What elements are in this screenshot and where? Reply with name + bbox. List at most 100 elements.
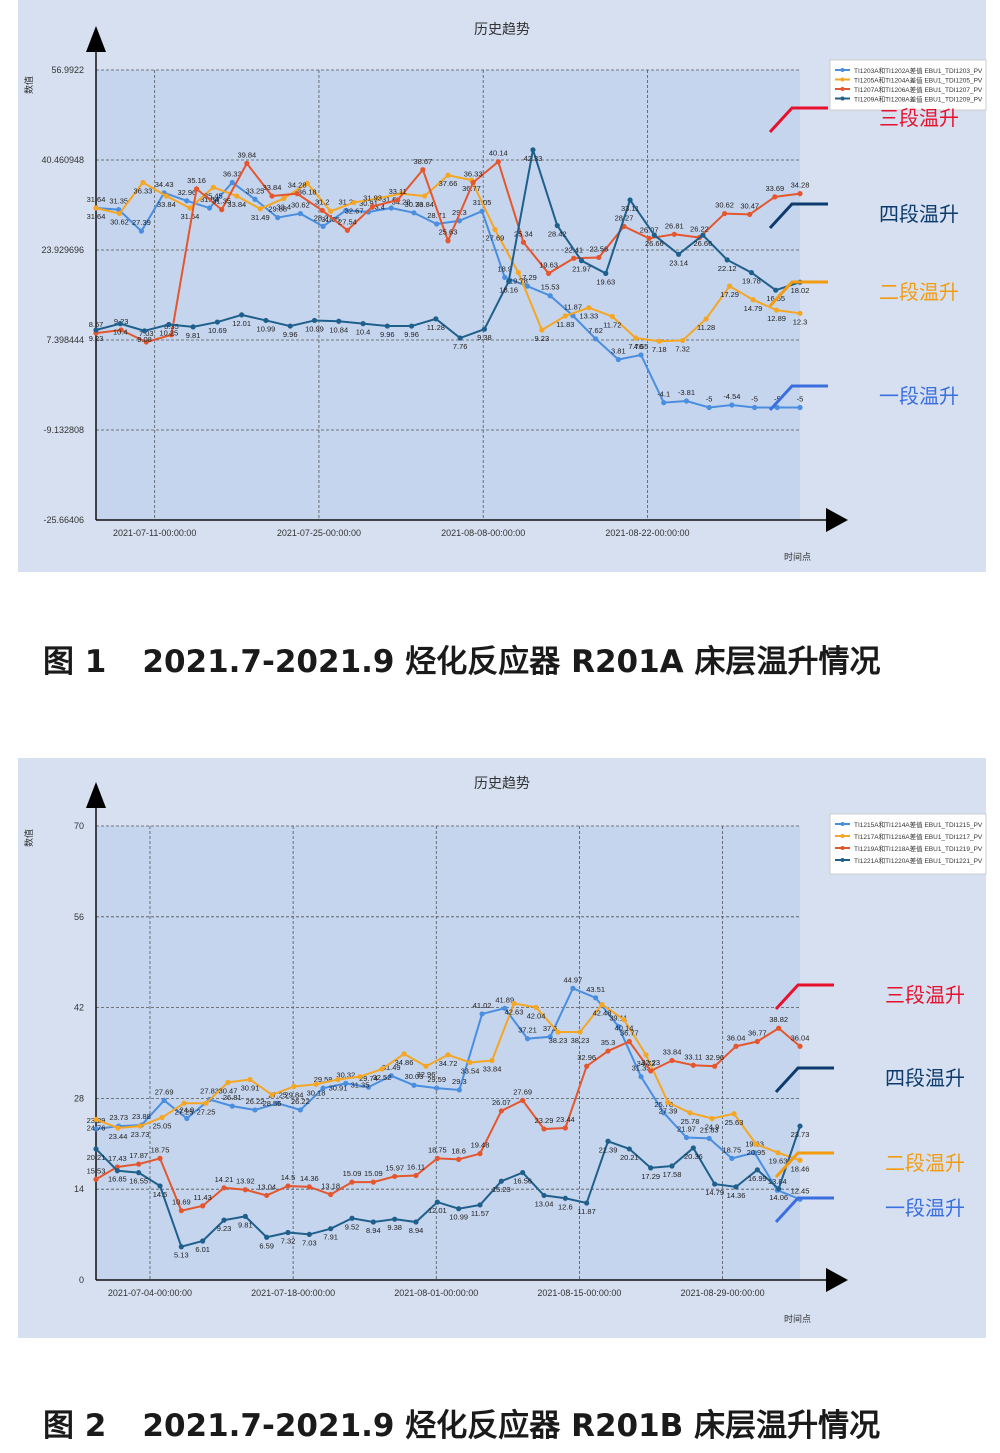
- legend-entry: TI1215A和TI1214A差值 EBU1_TDI1215_PV: [854, 820, 983, 829]
- data-label: 33.84: [263, 183, 282, 192]
- data-point: [140, 179, 146, 186]
- data-point: [524, 283, 531, 289]
- series-annotation-label: 四段温升: [885, 1066, 965, 1090]
- data-label: 32.52: [373, 1073, 392, 1082]
- x-tick-label: 2021-08-29-00:00:00: [681, 1288, 765, 1298]
- data-point: [257, 206, 263, 212]
- series-annotation-label: 二段温升: [879, 280, 959, 304]
- data-label: 27.69: [155, 1087, 174, 1096]
- data-point: [727, 283, 733, 289]
- legend-swatch-marker: [840, 77, 845, 82]
- data-label: 30.91: [329, 1084, 348, 1093]
- data-label: 13.33: [579, 312, 598, 321]
- data-label: 21.83: [700, 1125, 719, 1134]
- series-annotation-hook: [768, 202, 828, 230]
- data-point: [200, 1203, 206, 1209]
- data-label: 8.35: [164, 322, 179, 331]
- data-point: [184, 1115, 190, 1122]
- data-point: [456, 1087, 462, 1093]
- data-point: [264, 1192, 270, 1199]
- data-label: 34.86: [395, 1058, 414, 1067]
- data-point: [584, 1200, 590, 1206]
- data-label: 11.57: [471, 1209, 489, 1218]
- data-point: [571, 255, 577, 261]
- data-label: 12.3: [793, 317, 808, 326]
- data-label: 10.99: [305, 324, 324, 333]
- data-label: 15.09: [343, 1169, 362, 1178]
- data-point: [570, 985, 576, 991]
- legend-swatch-marker: [840, 858, 845, 862]
- series-annotation-label: 二段温升: [885, 1151, 965, 1175]
- data-point: [423, 1063, 429, 1069]
- data-point: [646, 235, 652, 241]
- data-label: 11.87: [578, 1207, 596, 1216]
- data-point: [117, 321, 123, 327]
- data-point: [434, 1199, 440, 1205]
- data-label: 3.81: [611, 347, 626, 356]
- data-label: 14.06: [769, 1193, 788, 1202]
- data-point: [481, 326, 488, 332]
- data-point: [369, 203, 376, 210]
- legend-entry: TI1207A和TI1206A差值 EBU1_TDI1207_PV: [854, 85, 983, 94]
- data-point: [210, 184, 216, 190]
- x-tick-label: 2021-07-18-00:00:00: [251, 1288, 335, 1298]
- data-label: 34.28: [392, 198, 411, 207]
- data-point: [751, 404, 758, 411]
- data-point: [161, 1097, 167, 1104]
- data-label: 30.47: [740, 201, 759, 210]
- data-label: 42.63: [505, 1008, 524, 1017]
- data-label: 25.05: [153, 1122, 172, 1131]
- data-label: 33.4: [370, 202, 385, 211]
- data-point: [365, 1084, 372, 1090]
- data-point: [433, 316, 439, 322]
- y-tick-label: 14: [74, 1184, 84, 1194]
- data-point: [750, 297, 756, 303]
- y-axis-arrow-icon: [86, 782, 106, 808]
- chart-title: 历史趋势: [474, 776, 530, 792]
- legend-swatch-marker: [840, 68, 845, 72]
- data-label: 44.97: [564, 975, 583, 984]
- data-label: 34.28: [288, 181, 307, 190]
- data-label: 16.55: [129, 1177, 148, 1186]
- data-label: 19.78: [509, 277, 528, 286]
- data-label: -4.54: [723, 392, 740, 401]
- data-label: 13.18: [321, 1182, 340, 1191]
- data-point: [772, 194, 778, 200]
- data-point: [648, 1068, 654, 1074]
- data-label: 36.77: [620, 1029, 639, 1038]
- data-label: 14.5: [281, 1173, 296, 1182]
- data-label: 9.96: [283, 330, 298, 339]
- data-label: 26.22: [690, 225, 709, 234]
- legend-swatch-marker: [840, 834, 845, 838]
- data-point: [712, 1063, 718, 1069]
- y-tick-label: 42: [74, 1003, 84, 1013]
- data-point: [729, 402, 735, 408]
- data-label: 14.5: [153, 1190, 168, 1199]
- y-tick-label: -9.132808: [43, 425, 84, 435]
- data-label: 42.04: [527, 1011, 546, 1020]
- data-label: 17.43: [108, 1154, 127, 1163]
- data-label: 7.32: [675, 344, 690, 353]
- data-point: [388, 1073, 394, 1079]
- data-label: 27.25: [197, 1107, 216, 1116]
- y-tick-label: 28: [74, 1093, 84, 1103]
- data-point: [166, 321, 172, 328]
- data-point: [797, 1123, 803, 1129]
- data-point: [221, 1185, 227, 1191]
- data-label: 36.04: [727, 1033, 746, 1042]
- data-point: [229, 179, 235, 186]
- data-point: [269, 193, 275, 199]
- data-point: [467, 1059, 473, 1066]
- y-tick-label: 70: [74, 821, 84, 831]
- data-point: [661, 1110, 667, 1116]
- y-tick-label: 7.398444: [46, 335, 84, 345]
- data-point: [651, 232, 657, 238]
- data-point: [797, 1157, 803, 1163]
- data-label: 7.03: [302, 1238, 317, 1247]
- data-label: 30.62: [291, 201, 310, 210]
- data-label: -3.81: [678, 388, 695, 397]
- data-point: [203, 1100, 209, 1106]
- data-point: [401, 1051, 407, 1057]
- data-label: 31.35: [351, 1081, 370, 1090]
- data-label: 15.53: [87, 1166, 106, 1175]
